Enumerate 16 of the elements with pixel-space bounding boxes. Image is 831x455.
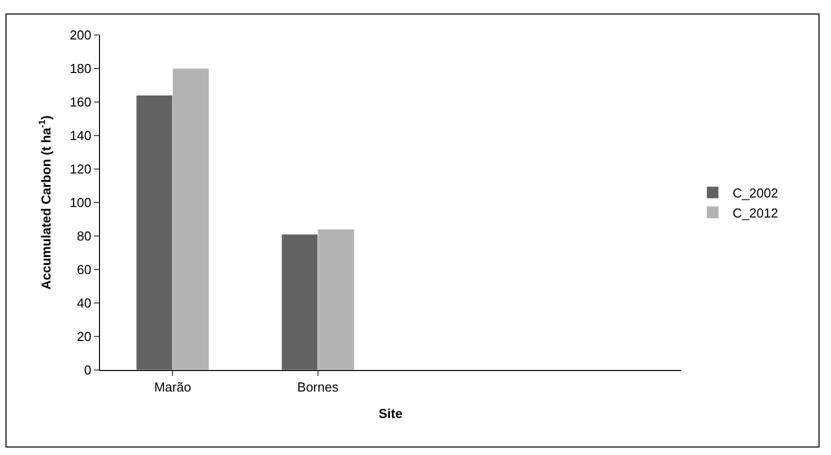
y-tick-label: 20 (76, 329, 92, 344)
y-tick-label: 200 (70, 28, 92, 43)
y-tick-label: 180 (70, 61, 92, 76)
y-tick-label: 140 (70, 128, 92, 144)
x-tick-label: Bornes (297, 380, 339, 395)
y-tick-label: 0 (84, 362, 92, 378)
x-axis-title: Site (378, 406, 402, 422)
x-tick-label: Marão (154, 380, 192, 395)
y-tick-label: 160 (70, 94, 92, 110)
legend-label: C_2002 (732, 186, 778, 201)
y-tick-label: 80 (76, 228, 92, 244)
y-tick-label: 100 (70, 195, 92, 210)
legend-label: C_2012 (732, 205, 778, 220)
y-tick-label: 40 (76, 296, 92, 311)
y-tick-label: 120 (70, 162, 92, 177)
y-tick-label: 60 (76, 262, 92, 278)
